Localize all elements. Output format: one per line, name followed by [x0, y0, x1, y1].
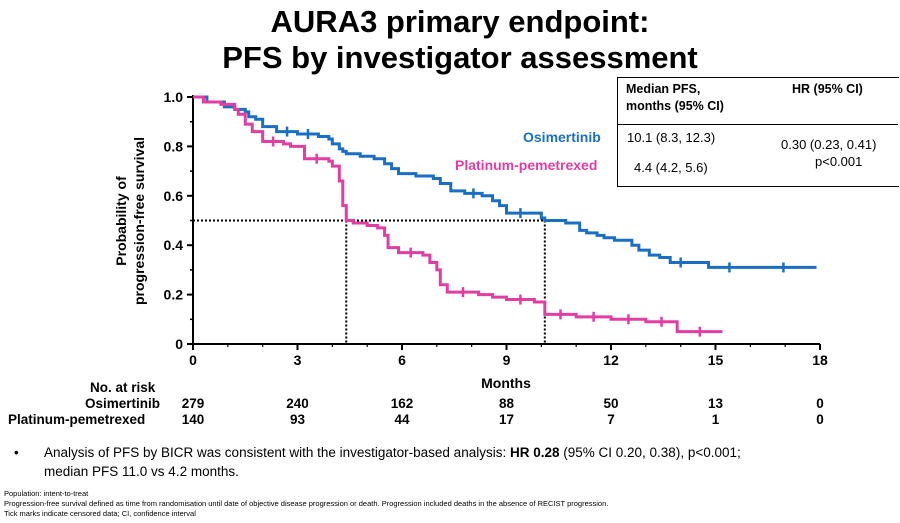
x-tick-label: 15 [708, 352, 724, 368]
pla-median-value: 4.4 (4.2, 5.6) [634, 160, 708, 175]
p-value: p<0.001 [815, 154, 863, 169]
footnote-3: Tick marks indicate censored data; CI, c… [4, 509, 196, 518]
osi-median-value: 10.1 (8.3, 12.3) [627, 130, 716, 145]
summary-table-frame [617, 77, 899, 187]
y-tick-label: 0.8 [164, 138, 184, 154]
risk-count: 140 [181, 412, 205, 427]
survival-curves [193, 95, 817, 337]
risk-header: No. at risk [90, 380, 156, 395]
legend-osimertinib: Osimertinib [523, 129, 601, 145]
footnote-2: Progression-free survival defined as tim… [4, 499, 609, 508]
chart-axes: 0 0.2 0.4 0.6 0.8 1.0 0 3 6 9 12 15 18 [164, 89, 828, 368]
footnote-1: Population: intent-to-treat [4, 489, 89, 498]
risk-count: 0 [816, 396, 824, 411]
y-tick-label: 0.4 [164, 237, 184, 253]
x-tick-label: 6 [398, 352, 406, 368]
y-tick-label: 0 [175, 336, 183, 352]
risk-osi-label: Osimertinib [85, 396, 161, 411]
title-line-2: PFS by investigator assessment [222, 40, 698, 75]
series-line-osimertinib [193, 95, 817, 269]
x-tick-label: 12 [603, 352, 619, 368]
risk-count: 93 [289, 412, 306, 427]
risk-count: 88 [498, 396, 515, 411]
x-tick-label: 9 [503, 352, 511, 368]
risk-pla-label: Platinum-pemetrexed [8, 412, 146, 427]
x-tick-label: 0 [189, 352, 197, 368]
bicr-text-line2: median PFS 11.0 vs 4.2 months. [44, 464, 239, 479]
risk-count: 17 [498, 412, 515, 427]
x-axis-label: Months [481, 375, 531, 391]
y-axis-label-line-2: progression-free survival [131, 137, 147, 305]
risk-count: 0 [816, 412, 824, 427]
risk-count: 162 [390, 396, 414, 411]
median-header: Median PFS, months (95% CI) [626, 81, 724, 115]
y-tick-label: 1.0 [164, 89, 184, 105]
y-tick-label: 0.2 [164, 287, 184, 303]
median-header-line-2: months (95% CI) [626, 99, 724, 113]
risk-count: 7 [607, 412, 615, 427]
title-line-1: AURA3 primary endpoint: [270, 4, 650, 39]
x-tick-label: 3 [294, 352, 302, 368]
risk-count: 44 [394, 412, 410, 427]
series-line-platinum-pemetrexed [193, 95, 723, 334]
hr-value: 0.30 (0.23, 0.41) [781, 137, 877, 152]
legend-platinum-pemetrexed: Platinum-pemetrexed [455, 157, 598, 173]
risk-count: 279 [181, 396, 205, 411]
bicr-text-pre: Analysis of PFS by BICR was consistent w… [44, 445, 510, 460]
bicr-text-post: (95% CI 0.20, 0.38), p<0.001; [559, 445, 741, 460]
risk-count: 50 [603, 396, 619, 411]
x-tick-label: 18 [812, 352, 828, 368]
risk-count: 13 [707, 396, 724, 411]
bullet-dot: • [14, 445, 19, 460]
median-header-line-1: Median PFS, [626, 82, 701, 96]
risk-count: 240 [286, 396, 309, 411]
summary-table-divider [617, 124, 898, 125]
hr-header: HR (95% CI) [792, 82, 863, 96]
median-reference-lines [193, 219, 546, 344]
y-axis-label-line-1: Probability of [113, 176, 129, 266]
y-tick-label: 0.6 [164, 188, 184, 204]
bicr-text-bold: HR 0.28 [509, 445, 560, 460]
risk-count: 1 [711, 412, 720, 427]
